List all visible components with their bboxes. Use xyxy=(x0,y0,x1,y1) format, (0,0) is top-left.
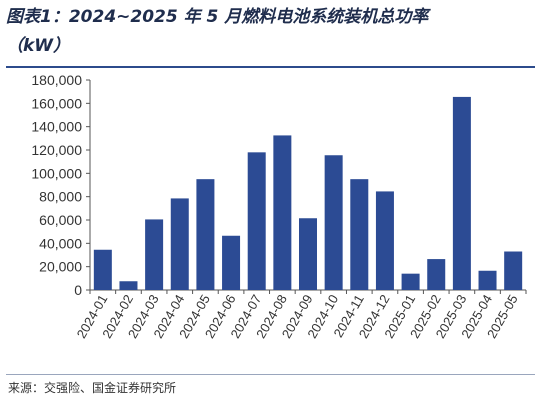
bar xyxy=(452,96,471,291)
bar xyxy=(145,219,164,290)
bar xyxy=(222,235,241,290)
y-tick-label: 180,000 xyxy=(31,72,82,88)
chart-title-line1: 图表1：2024~2025 年 5 月燃料电池系统装机总功率 xyxy=(6,7,429,27)
source-divider xyxy=(6,374,535,375)
title-divider xyxy=(6,66,535,68)
bar xyxy=(247,152,266,290)
bar xyxy=(170,198,189,290)
bar xyxy=(350,179,369,290)
y-tick-label: 40,000 xyxy=(39,235,82,251)
bar xyxy=(119,281,138,290)
bar xyxy=(478,270,497,290)
y-tick-label: 20,000 xyxy=(39,259,82,275)
chart-title-line2: （kW） xyxy=(6,36,71,56)
y-tick-label: 160,000 xyxy=(31,95,82,111)
bar xyxy=(504,251,523,290)
bar xyxy=(196,179,215,290)
y-tick-label: 0 xyxy=(74,282,82,298)
bar xyxy=(375,191,394,290)
y-tick-label: 80,000 xyxy=(39,189,82,205)
bar xyxy=(324,155,343,290)
bar xyxy=(401,273,420,290)
y-tick-label: 140,000 xyxy=(31,119,82,135)
bar xyxy=(93,249,112,290)
y-tick-label: 120,000 xyxy=(31,142,82,158)
y-tick-label: 100,000 xyxy=(31,165,82,181)
source-note: 来源：交强险、国金证券研究所 xyxy=(8,381,177,395)
bar xyxy=(273,135,292,290)
y-tick-label: 60,000 xyxy=(39,212,82,228)
chart-title: 图表1：2024~2025 年 5 月燃料电池系统装机总功率 （kW） xyxy=(6,3,536,61)
bar xyxy=(427,259,446,290)
bar xyxy=(299,218,317,290)
